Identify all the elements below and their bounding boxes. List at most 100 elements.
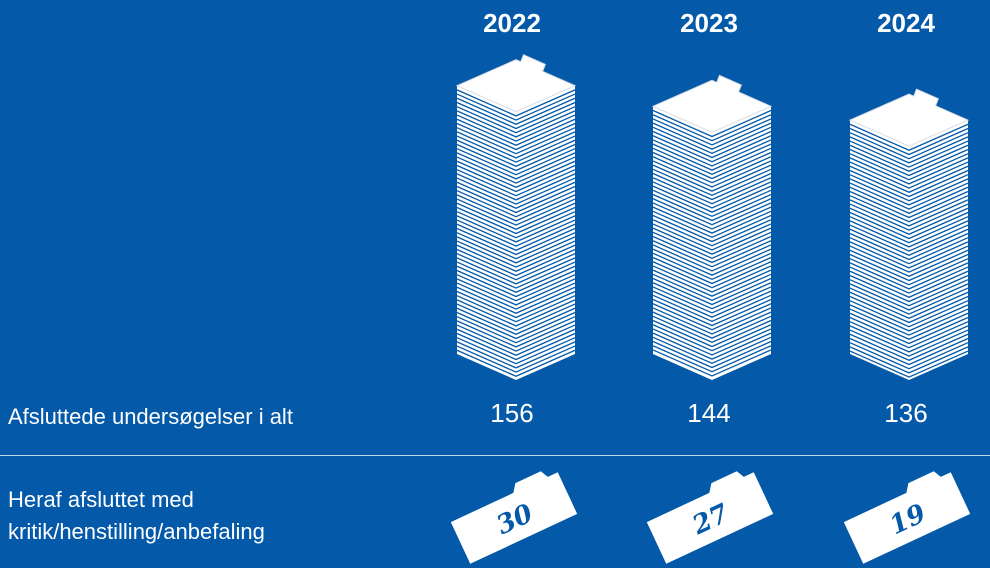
stack-sheet-line (456, 93, 576, 121)
folder-stack-2022 (455, 54, 577, 381)
stack-sheet-line (456, 110, 576, 138)
stack-sheet-line (456, 122, 576, 151)
stack-sheet-line (849, 253, 969, 282)
folder-card-icon (450, 471, 578, 564)
stack-sheet-line (456, 232, 576, 260)
stack-sheet-line (652, 164, 772, 192)
stack-sheet-line (456, 143, 576, 172)
stack-sheet-line (849, 300, 969, 328)
stack-sheet-line (849, 182, 969, 210)
criticism-card-2022: 30 (450, 471, 578, 564)
stack-sheet-line (456, 286, 576, 314)
stack-sheet-line (456, 345, 576, 373)
total-value-2024: 136 (884, 398, 928, 428)
stack-sheet-line (652, 143, 772, 171)
stack-sheet-line (652, 126, 772, 155)
stack-sheet-line (652, 248, 772, 276)
stack-sheet-line (456, 244, 576, 272)
stack-sheet-line (849, 266, 969, 294)
criticism-row-label-line2: kritik/henstilling/anbefaling (8, 519, 265, 544)
stack-sheet-line (652, 223, 772, 251)
stack-sheet-line (456, 160, 576, 188)
stack-sheet-line (652, 286, 772, 314)
stack-sheet-line (456, 152, 576, 180)
stack-sheet-line (652, 185, 772, 213)
stack-sheet-line (849, 346, 969, 374)
stack-sheet-line (456, 269, 576, 298)
stack-sheet-line (849, 195, 969, 223)
stack-sheet-line (456, 282, 576, 310)
stack-sheet-line (652, 277, 772, 306)
stack-sheet-line (849, 279, 969, 307)
stack-sheet-line (456, 198, 576, 226)
stack-sheet-line (652, 181, 772, 209)
stack-sheet-line (456, 139, 576, 167)
row-divider (0, 455, 990, 456)
stack-sheet-line (652, 214, 772, 243)
stack-sheet-line (456, 303, 576, 331)
stack-sheet-line (652, 336, 772, 365)
stack-sheet-line (849, 224, 969, 252)
stack-sheet-line (456, 278, 576, 306)
stack-sheet-line (456, 248, 576, 277)
stack-sheet-line (652, 256, 772, 285)
stack-sheet-line (849, 325, 969, 353)
stack-sheet-line (652, 139, 772, 167)
stack-sheet-line (456, 169, 576, 197)
stack-sheet-line (456, 202, 576, 230)
stack-sheet-line (652, 210, 772, 239)
criticism-card-2024: 19 (843, 471, 971, 564)
stack-sheet-line (652, 156, 772, 184)
stack-sheet-line (849, 203, 969, 231)
stack-sheet-line (456, 148, 576, 176)
stack-sheet-line (849, 140, 969, 168)
stack-sheet-line (849, 312, 969, 340)
stack-sheet-line (456, 240, 576, 268)
stack-sheet-line (456, 219, 576, 247)
stack-sheet-line (849, 148, 969, 177)
stack-sheet-line (849, 157, 969, 185)
stack-sheet-line (849, 169, 969, 198)
stack-sheet-line (456, 316, 576, 344)
stack-sheet-line (849, 232, 969, 261)
stack-sheet-line (652, 345, 772, 373)
stack-sheet-line (456, 177, 576, 205)
stack-sheet-line (849, 321, 969, 349)
year-label-2023: 2023 (680, 8, 738, 38)
stack-sheet-line (849, 308, 969, 336)
stack-sheet-line (652, 328, 772, 356)
stack-sheet-line (456, 311, 576, 340)
stack-sheet-line (849, 186, 969, 214)
stack-sheet-line (849, 337, 969, 366)
stack-sheet-line (849, 283, 969, 311)
stack-sheet-line (652, 261, 772, 289)
stack-sheet-line (456, 324, 576, 352)
stack-sheet-line (456, 307, 576, 335)
stack-sheet-line (652, 227, 772, 255)
stack-sheet-line (652, 219, 772, 247)
stack-sheet-line (456, 215, 576, 243)
stack-sheet-line (652, 324, 772, 352)
year-label-2022: 2022 (483, 8, 541, 38)
folder-stack-2023 (651, 74, 773, 380)
stack-sheet-line (652, 273, 772, 302)
stack-sheet-line (456, 97, 576, 125)
stack-sheet-line (849, 316, 969, 345)
stack-sheet-line (652, 206, 772, 234)
stack-sheet-line (652, 340, 772, 369)
stack-sheet-line (456, 164, 576, 193)
year-label-2024: 2024 (877, 8, 935, 38)
stack-sheet-line (849, 291, 969, 319)
stack-sheet-line (652, 332, 772, 360)
folder-card-icon (646, 471, 774, 564)
stack-sheet-line (652, 168, 772, 197)
stack-sheet-line (652, 265, 772, 293)
stack-sheet-line (849, 216, 969, 244)
stack-sheet-line (849, 350, 969, 378)
stack-sheet-line (456, 185, 576, 214)
stack-sheet-line (652, 252, 772, 281)
stack-sheet-line (849, 165, 969, 193)
stack-sheet-line (456, 211, 576, 239)
stack-sheet-line (456, 328, 576, 356)
